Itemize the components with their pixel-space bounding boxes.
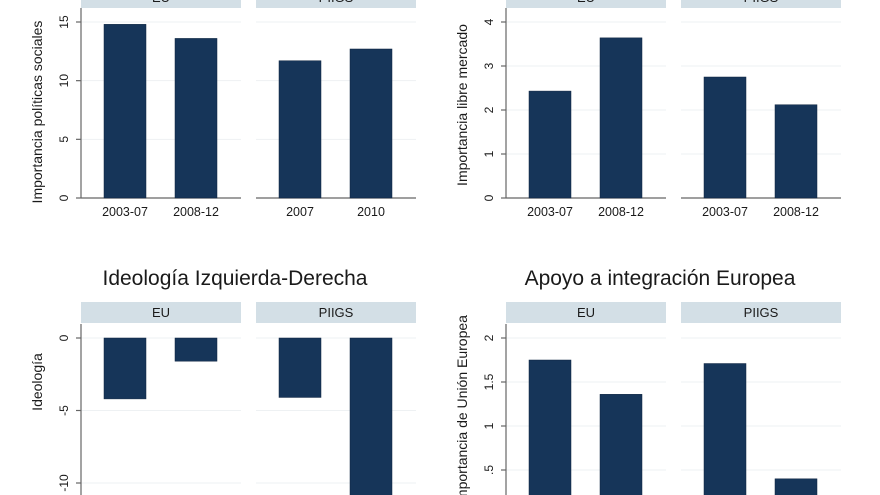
panel-strip-eu bbox=[506, 0, 666, 8]
x-category-label: 2003-07 bbox=[527, 205, 573, 219]
panel-strip-eu bbox=[81, 302, 241, 323]
y-tick-label: -5 bbox=[57, 405, 71, 416]
panel-label: EU bbox=[577, 0, 595, 5]
x-category-label: 2010 bbox=[357, 205, 385, 219]
y-tick-label: 1.5 bbox=[482, 373, 496, 390]
y-axis-label: Importancia libre mercado bbox=[454, 24, 470, 186]
y-tick-label: 2 bbox=[482, 106, 496, 113]
y-tick-label: 2 bbox=[482, 334, 496, 341]
bar-eu-1 bbox=[174, 38, 218, 199]
y-tick-label: .5 bbox=[482, 465, 496, 475]
x-category-label: 2007 bbox=[286, 205, 314, 219]
panel-label: EU bbox=[152, 305, 170, 320]
bar-piigs-0 bbox=[278, 337, 322, 398]
bar-piigs-0 bbox=[703, 363, 747, 495]
y-tick-label: 4 bbox=[482, 18, 496, 25]
bar-eu-1 bbox=[599, 394, 643, 495]
bar-eu-0 bbox=[103, 24, 147, 199]
panel-label: EU bbox=[577, 305, 595, 320]
bar-eu-0 bbox=[528, 359, 572, 495]
bar-piigs-0 bbox=[278, 60, 322, 199]
x-category-label: 2008-12 bbox=[773, 205, 819, 219]
panel-label: PIIGS bbox=[319, 305, 354, 320]
panel-strip-eu bbox=[506, 302, 666, 323]
panel-strip-piigs bbox=[681, 302, 841, 323]
panel-label: PIIGS bbox=[319, 0, 354, 5]
y-tick-label: 3 bbox=[482, 62, 496, 69]
bar-piigs-0 bbox=[703, 76, 747, 199]
bar-eu-0 bbox=[103, 337, 147, 400]
x-category-label: 2008-12 bbox=[598, 205, 644, 219]
y-tick-label: 0 bbox=[57, 334, 71, 341]
bar-piigs-1 bbox=[774, 478, 818, 495]
bar-eu-1 bbox=[174, 337, 218, 362]
x-category-label: 2008-12 bbox=[173, 205, 219, 219]
chart-title: Ideología Izquierda-Derecha bbox=[102, 267, 367, 290]
panel-label: PIIGS bbox=[744, 0, 779, 5]
x-category-label: 2003-07 bbox=[102, 205, 148, 219]
y-tick-label: 1 bbox=[482, 150, 496, 157]
panel-label: EU bbox=[152, 0, 170, 5]
panel-strip-piigs bbox=[681, 0, 841, 8]
panel-strip-eu bbox=[81, 0, 241, 8]
chart-title: Apoyo a integración Europea bbox=[525, 267, 796, 290]
panel-label: PIIGS bbox=[744, 305, 779, 320]
y-axis-label: Importancia de Unión Europea bbox=[454, 315, 470, 495]
y-tick-label: 15 bbox=[57, 15, 71, 29]
y-tick-label: 0 bbox=[482, 194, 496, 201]
y-tick-label: 0 bbox=[57, 194, 71, 201]
bar-piigs-1 bbox=[774, 104, 818, 199]
panel-strip-piigs bbox=[256, 0, 416, 8]
bar-eu-0 bbox=[528, 90, 572, 199]
panel-strip-piigs bbox=[256, 302, 416, 323]
y-tick-label: -10 bbox=[57, 474, 71, 492]
bar-piigs-1 bbox=[349, 48, 393, 199]
bar-eu-1 bbox=[599, 37, 643, 199]
y-tick-label: 5 bbox=[57, 136, 71, 143]
x-category-label: 2003-07 bbox=[702, 205, 748, 219]
y-axis-label: Ideología bbox=[29, 353, 45, 411]
y-tick-label: 10 bbox=[57, 74, 71, 88]
y-tick-label: 1 bbox=[482, 422, 496, 429]
bar-piigs-1 bbox=[349, 337, 393, 495]
y-axis-label: Importancia políticas sociales bbox=[29, 21, 45, 204]
